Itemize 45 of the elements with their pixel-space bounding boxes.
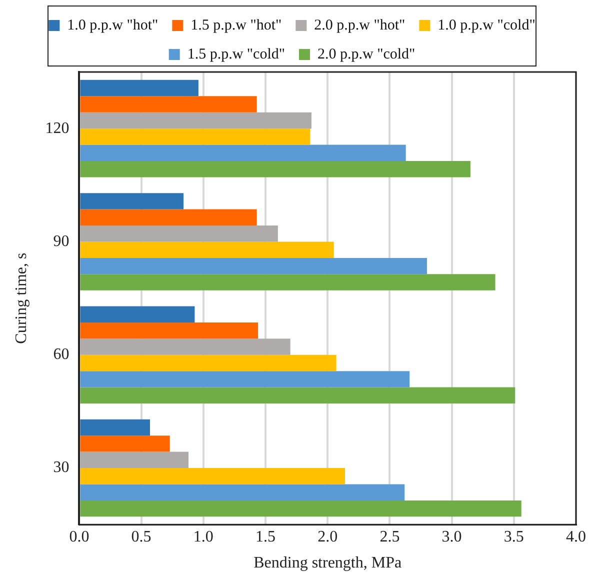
bar (80, 468, 345, 484)
x-tick-label: 2.5 (380, 528, 400, 546)
x-tick-label: 4.0 (566, 528, 586, 546)
y-tick-label: 60 (53, 346, 70, 364)
x-tick-label: 3.0 (442, 528, 462, 546)
x-tick-label: 1.0 (193, 528, 214, 546)
bar (80, 452, 188, 468)
legend-label: 1.0 p.p.w "hot" (67, 17, 158, 34)
y-tick-label: 120 (45, 120, 70, 137)
bar (80, 387, 516, 404)
bar (80, 371, 410, 388)
legend-label: 2.0 p.p.w "hot" (314, 17, 406, 34)
legend-label: 1.0 p.p.w "cold" (438, 17, 536, 34)
bar (80, 484, 405, 500)
y-tick-label: 30 (53, 459, 70, 476)
bar (80, 112, 312, 129)
bar (80, 161, 470, 178)
x-tick-label: 2.0 (318, 528, 338, 546)
bar (80, 436, 170, 452)
x-tick-label: 3.5 (504, 528, 524, 546)
bar (80, 128, 310, 145)
bar (80, 193, 184, 210)
bar (80, 209, 257, 226)
bar (80, 144, 406, 162)
x-tick-label: 1.5 (256, 528, 276, 546)
legend-label: 1.5 p.p.w "hot" (190, 17, 282, 34)
bar (80, 322, 258, 339)
bar (80, 258, 427, 274)
bar (80, 419, 150, 436)
bar (80, 80, 198, 96)
bar (80, 500, 522, 517)
legend-label: 1.5 p.p.w "cold" (187, 46, 285, 62)
bar (80, 338, 290, 355)
bar (80, 354, 336, 372)
x-tick-label: 0.5 (131, 528, 152, 546)
bar (80, 306, 195, 322)
bar (80, 242, 334, 258)
x-axis-title: Bending strength, MPa (254, 554, 402, 572)
bar (80, 226, 278, 242)
legend-label: 2.0 p.p.w "cold" (318, 46, 416, 62)
x-tick-label: 0.0 (69, 528, 90, 546)
bar (80, 96, 257, 112)
y-axis-title: Curing time, s (12, 252, 30, 344)
y-tick-label: 90 (53, 232, 70, 250)
bar (80, 274, 496, 290)
